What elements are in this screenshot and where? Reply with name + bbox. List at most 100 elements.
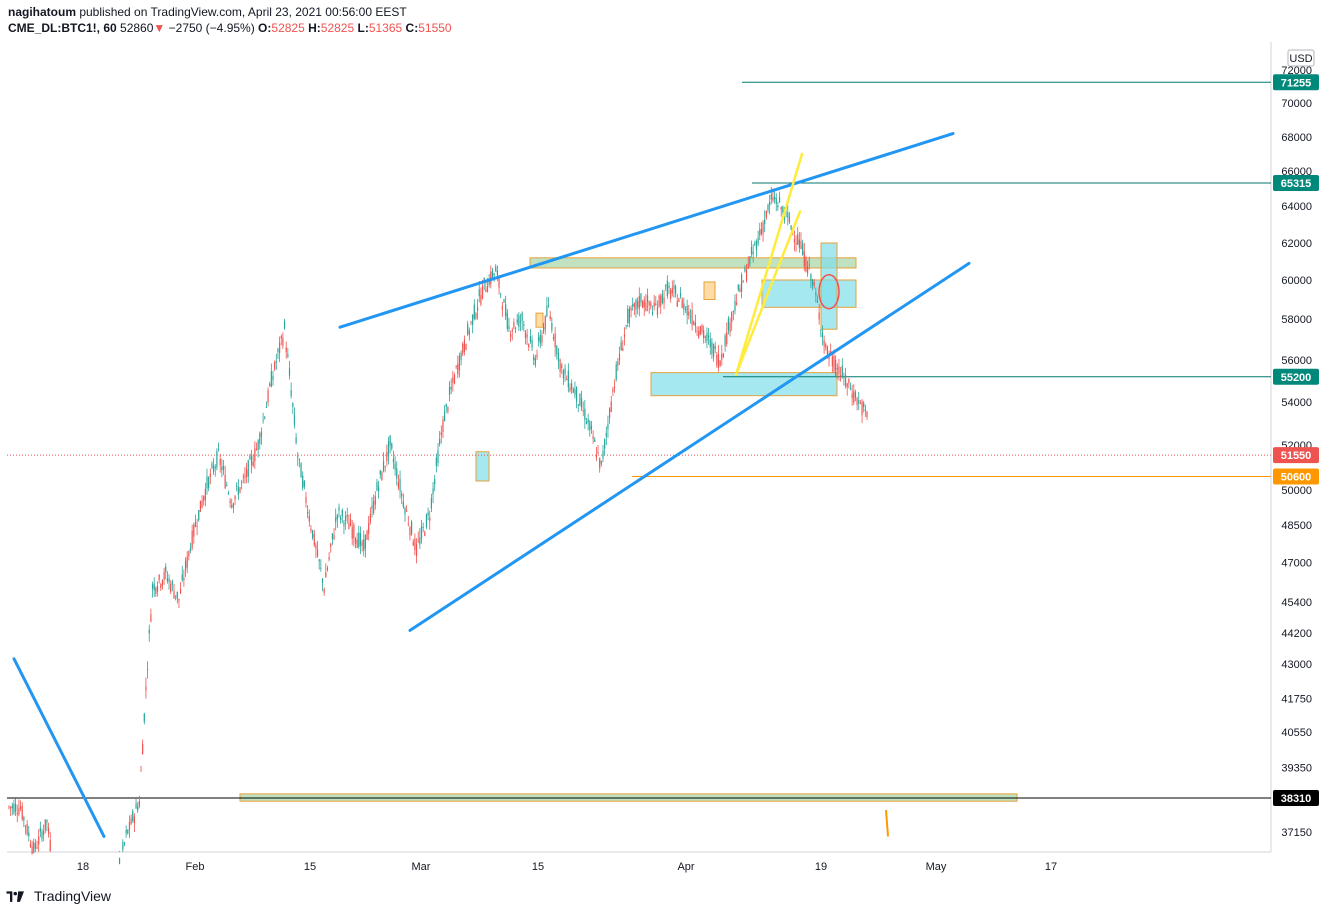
candle-body	[610, 401, 612, 412]
price-label-badge[interactable]	[1273, 368, 1319, 385]
zone-orange-small-a[interactable]	[703, 281, 716, 300]
candle-body	[328, 556, 330, 560]
candle-body	[778, 196, 781, 203]
candle-body	[316, 549, 319, 557]
ellipse-annotation[interactable]	[818, 273, 840, 310]
candle-body	[602, 450, 604, 459]
candle-body	[343, 522, 345, 526]
candle-body	[259, 433, 261, 444]
candle-body	[378, 486, 380, 492]
candle-body	[293, 414, 296, 425]
symbol-label[interactable]: CME_DL:BTC1!, 60	[8, 21, 117, 35]
candle-body	[566, 379, 568, 381]
candle-body	[406, 510, 408, 512]
chart-area[interactable]: USD3715038350393504055041750430004420045…	[0, 42, 1336, 882]
upper-trendline[interactable]	[338, 132, 955, 329]
candle-body	[600, 460, 602, 464]
candle-body	[699, 326, 701, 335]
candle-body	[386, 452, 388, 461]
candle-body	[321, 578, 324, 584]
zone-cyan-small[interactable]	[475, 451, 490, 482]
footer-brand[interactable]: TradingView	[34, 888, 112, 904]
zone-cyan-upper[interactable]	[761, 279, 857, 308]
candle-body	[206, 476, 208, 489]
candle-body	[252, 461, 254, 467]
price-label-badge[interactable]	[1273, 74, 1319, 91]
candle-body	[856, 398, 858, 406]
candle-body	[708, 335, 710, 338]
zone-cyan-vertical[interactable]	[820, 242, 838, 330]
candle-body	[818, 312, 820, 320]
orange-marker[interactable]	[885, 809, 889, 837]
high-value: 52825	[320, 21, 355, 35]
candle-body	[458, 355, 461, 371]
candle-body	[419, 537, 421, 545]
candle-body	[503, 299, 505, 303]
x-tick-label: 18	[77, 861, 89, 873]
demand-zone-cyan[interactable]	[650, 372, 838, 397]
price-chart[interactable]: USD3715038350393504055041750430004420045…	[0, 42, 1336, 882]
publish-info: nagihatoum published on TradingView.com,…	[8, 5, 452, 20]
supply-zone-green[interactable]	[529, 257, 857, 269]
candle-body	[345, 516, 347, 522]
lower-trendline[interactable]	[408, 261, 971, 632]
candle-body	[529, 336, 531, 342]
y-tick-label: 54000	[1281, 397, 1312, 409]
candle-body	[518, 315, 520, 327]
candle-body	[853, 391, 855, 403]
candle-body	[777, 205, 779, 208]
candle-body	[841, 365, 843, 377]
zone-orange-small-b[interactable]	[535, 312, 544, 328]
tradingview-logo-icon[interactable]	[6, 889, 28, 903]
candle-body	[147, 669, 149, 671]
wedge-line-lower[interactable]	[734, 210, 802, 376]
candle-body	[250, 455, 253, 465]
downtrend-line[interactable]	[12, 657, 106, 838]
candle-body	[453, 374, 456, 384]
candle-body	[552, 336, 555, 340]
candle-body	[366, 530, 368, 540]
price-label-badge[interactable]	[1273, 174, 1319, 191]
currency-badge[interactable]	[1287, 49, 1315, 67]
candle-body	[44, 819, 46, 831]
candle-body	[180, 589, 182, 594]
author-name[interactable]: nagihatoum	[8, 5, 76, 19]
candle-body	[495, 266, 497, 272]
candle-body	[368, 522, 370, 534]
candle-body	[498, 278, 500, 288]
candle-body	[585, 421, 588, 424]
candle-body	[407, 523, 409, 525]
candle-body	[556, 346, 558, 354]
candle-body	[656, 306, 659, 315]
candle-body	[731, 312, 733, 323]
candle-body	[767, 204, 769, 211]
candle-body	[186, 556, 188, 568]
candle-body	[203, 496, 205, 501]
candle-body	[394, 463, 396, 470]
candle-body	[516, 319, 518, 323]
candle-body	[160, 584, 162, 588]
candle-body	[675, 286, 677, 294]
candle-body	[622, 348, 624, 351]
price-label-badge[interactable]	[1273, 468, 1319, 485]
candle-body	[562, 370, 564, 379]
candle-body	[724, 335, 726, 346]
candle-body	[460, 352, 462, 360]
candle-body	[34, 843, 36, 849]
candle-body	[684, 308, 687, 310]
candle-body	[227, 492, 230, 494]
wedge-line-upper[interactable]	[734, 152, 804, 376]
candle-body	[283, 321, 286, 329]
candle-body	[447, 407, 449, 412]
price-label-badge[interactable]	[1273, 447, 1319, 464]
candle-body	[188, 551, 190, 557]
candle-body	[257, 440, 259, 450]
candle-body	[234, 495, 236, 500]
candle-body	[805, 257, 807, 272]
candle-body	[440, 432, 442, 436]
candle-body	[427, 512, 429, 516]
y-tick-label: 43000	[1281, 659, 1312, 671]
price-label-badge[interactable]	[1273, 790, 1319, 806]
change-arrow-icon: ▼	[153, 21, 166, 35]
candle-body	[668, 285, 670, 288]
